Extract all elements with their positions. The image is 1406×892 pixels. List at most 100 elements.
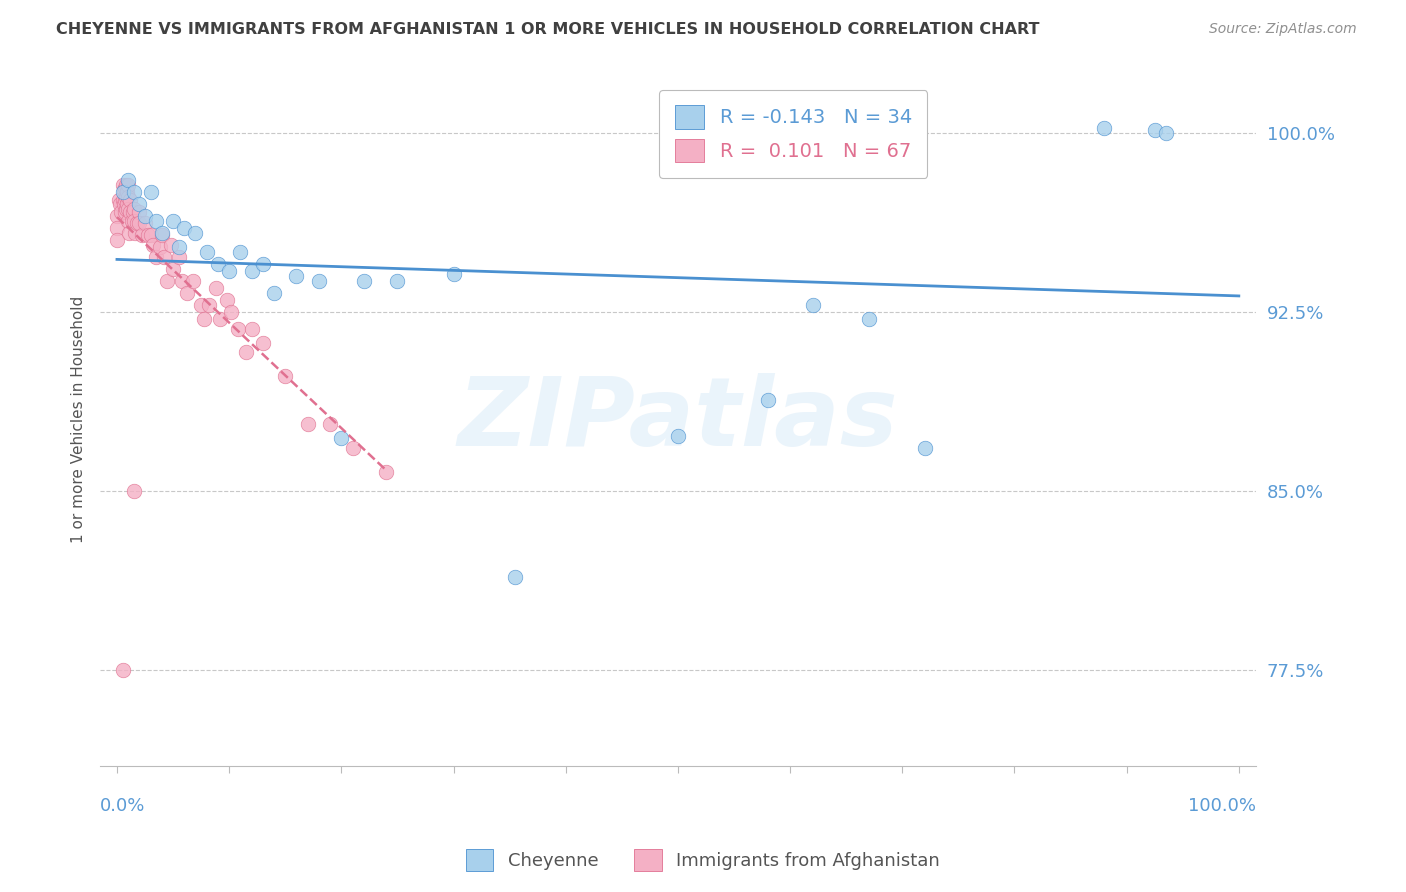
Text: ZIPatlas: ZIPatlas — [457, 373, 898, 466]
Point — [117, 214, 139, 228]
Point — [112, 183, 135, 197]
Point — [122, 483, 145, 498]
Point — [139, 186, 162, 200]
Point — [111, 178, 134, 193]
Point — [353, 274, 375, 288]
Point — [240, 264, 263, 278]
Point — [108, 193, 131, 207]
Point — [122, 202, 145, 216]
Point — [124, 226, 146, 240]
Point — [226, 321, 249, 335]
Point — [375, 465, 398, 479]
Point — [319, 417, 342, 432]
Point — [443, 267, 465, 281]
Point — [122, 214, 145, 228]
Point — [204, 281, 226, 295]
Point — [120, 204, 142, 219]
Point — [184, 226, 207, 240]
Point — [114, 180, 136, 194]
Point — [111, 663, 134, 677]
Point — [112, 197, 135, 211]
Point — [115, 197, 138, 211]
Point — [1143, 123, 1166, 137]
Point — [138, 228, 160, 243]
Text: 0.0%: 0.0% — [100, 797, 145, 814]
Point — [297, 417, 319, 432]
Point — [122, 186, 145, 200]
Point — [176, 285, 198, 300]
Point — [221, 305, 243, 319]
Point — [134, 210, 156, 224]
Point — [170, 274, 193, 288]
Point — [193, 312, 215, 326]
Point — [274, 369, 297, 384]
Point — [117, 202, 139, 216]
Legend: Cheyenne, Immigrants from Afghanistan: Cheyenne, Immigrants from Afghanistan — [458, 842, 948, 879]
Text: Source: ZipAtlas.com: Source: ZipAtlas.com — [1209, 22, 1357, 37]
Point — [128, 197, 150, 211]
Point — [342, 441, 364, 455]
Point — [150, 226, 173, 240]
Point — [162, 261, 184, 276]
Point — [105, 221, 128, 235]
Point — [167, 240, 190, 254]
Point — [162, 214, 184, 228]
Point — [111, 186, 134, 200]
Point — [215, 293, 238, 307]
Point — [1154, 126, 1177, 140]
Point — [115, 178, 138, 193]
Point — [114, 193, 136, 207]
Point — [503, 570, 526, 584]
Point — [195, 245, 218, 260]
Point — [115, 202, 138, 216]
Point — [110, 204, 132, 219]
Point — [252, 257, 274, 271]
Point — [167, 250, 190, 264]
Point — [190, 298, 212, 312]
Point — [115, 190, 138, 204]
Point — [156, 274, 179, 288]
Point — [145, 214, 167, 228]
Point — [128, 204, 150, 219]
Point — [218, 264, 240, 278]
Point — [131, 228, 153, 243]
Point — [285, 268, 308, 283]
Point — [121, 214, 143, 228]
Point — [235, 345, 257, 359]
Point — [666, 429, 689, 443]
Text: CHEYENNE VS IMMIGRANTS FROM AFGHANISTAN 1 OR MORE VEHICLES IN HOUSEHOLD CORRELAT: CHEYENNE VS IMMIGRANTS FROM AFGHANISTAN … — [56, 22, 1040, 37]
Point — [153, 250, 176, 264]
Point — [118, 226, 141, 240]
Point — [120, 193, 142, 207]
Point — [756, 393, 779, 408]
Text: 100.0%: 100.0% — [1188, 797, 1256, 814]
Point — [114, 204, 136, 219]
Point — [198, 298, 221, 312]
Point — [134, 217, 156, 231]
Point — [121, 204, 143, 219]
Point — [263, 285, 285, 300]
Point — [229, 245, 252, 260]
Point — [181, 274, 204, 288]
Point — [128, 217, 150, 231]
Point — [252, 335, 274, 350]
Point — [159, 238, 181, 252]
Point — [105, 210, 128, 224]
Point — [117, 190, 139, 204]
Point — [858, 312, 880, 326]
Point — [127, 217, 149, 231]
Point — [142, 238, 165, 252]
Point — [149, 240, 172, 254]
Point — [207, 257, 229, 271]
Point — [308, 274, 330, 288]
Point — [914, 441, 936, 455]
Point — [110, 197, 132, 211]
Point — [111, 193, 134, 207]
Point — [801, 298, 824, 312]
Point — [173, 221, 195, 235]
Point — [209, 312, 232, 326]
Point — [117, 178, 139, 193]
Point — [139, 228, 162, 243]
Point — [117, 173, 139, 187]
Point — [240, 321, 263, 335]
